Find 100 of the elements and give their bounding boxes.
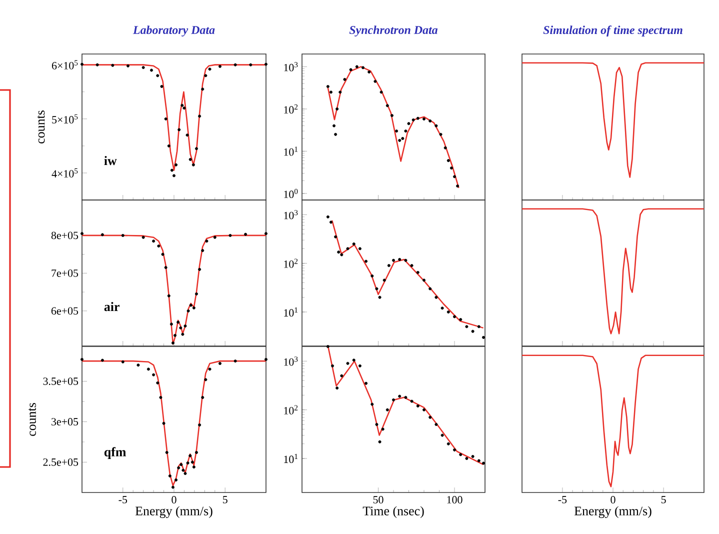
point [398,138,402,142]
chart-title: Laboratory Data [132,26,215,36]
point [398,258,402,261]
y-tick-label: 10$^{2}$ [284,258,298,268]
point [465,325,468,328]
point [453,315,456,318]
point [453,448,456,452]
point [428,119,432,122]
point [404,396,408,399]
point [401,136,404,140]
point [142,236,145,239]
point [174,163,178,166]
point [440,434,444,437]
point [170,322,173,326]
point [404,130,408,133]
point [178,128,181,132]
point [407,122,410,126]
y-tick-label: 10$^{3}$ [284,356,298,366]
x-tick-label: 100 [447,496,462,504]
point [228,234,232,237]
point [459,318,462,322]
point [164,266,168,270]
point [326,215,330,218]
point [334,132,338,136]
point [156,74,160,78]
point [188,158,192,161]
point [374,80,377,83]
point [358,364,362,368]
y-tick-label: 10$^{3}$ [284,210,298,220]
point [170,168,174,172]
y-tick-label: 8e+05 [51,232,78,240]
point [150,68,154,72]
point [334,235,338,238]
point [192,306,196,310]
point [349,68,352,72]
point [234,360,237,363]
point [176,320,180,324]
point [465,456,468,460]
point [410,400,414,403]
point [375,287,378,290]
point [364,260,368,263]
point [346,247,350,250]
point [386,408,389,412]
y-tick-label: 10$^{1}$ [284,146,298,156]
point [364,382,368,385]
point [80,358,84,361]
y-tick-label: 10$^{3}$ [284,62,298,72]
point [111,64,114,67]
point [264,62,268,66]
point [422,408,426,412]
point [100,233,104,236]
point [446,442,450,446]
point [100,358,104,362]
x-axis-title: Energy (mm/s) [135,506,212,518]
point [205,240,208,243]
y-tick-label: 3.5e+05 [43,378,78,385]
x-axis-title: Time (nsec) [362,506,424,518]
x-tick-label: 0 [610,496,616,504]
x-tick-label: 5 [661,496,666,504]
chart-title: Synchrotron Data [349,26,438,36]
point [182,106,186,110]
point [180,104,184,107]
point [329,90,332,94]
x-tick-label: -5 [118,496,128,504]
point [471,454,474,458]
point [264,232,268,236]
point [177,466,180,470]
point [358,247,362,250]
point [326,345,330,348]
point [159,396,162,399]
point [204,378,208,382]
point [152,373,156,376]
point [181,332,184,336]
point [142,66,145,70]
point [201,396,204,399]
point [194,450,198,454]
point [338,90,342,94]
point [234,63,237,66]
point [446,310,450,314]
y-axis-title: counts [37,110,45,144]
point [198,268,202,271]
point [179,326,182,330]
y-tick-label: 10$^{1}$ [284,454,298,464]
y-tick-label: 4×10$^{5}$ [52,168,78,178]
point [477,325,480,328]
point [160,84,164,88]
point [136,364,140,367]
point [387,264,390,268]
point [198,114,202,118]
y-tick-label: 10$^{2}$ [284,104,298,114]
point [450,166,453,170]
point [194,147,198,150]
point [422,117,426,120]
point [382,278,386,282]
point [162,422,166,425]
annotation: qfm [104,447,126,460]
point [434,124,438,128]
point [326,85,330,88]
point [440,306,444,310]
point [381,428,384,431]
